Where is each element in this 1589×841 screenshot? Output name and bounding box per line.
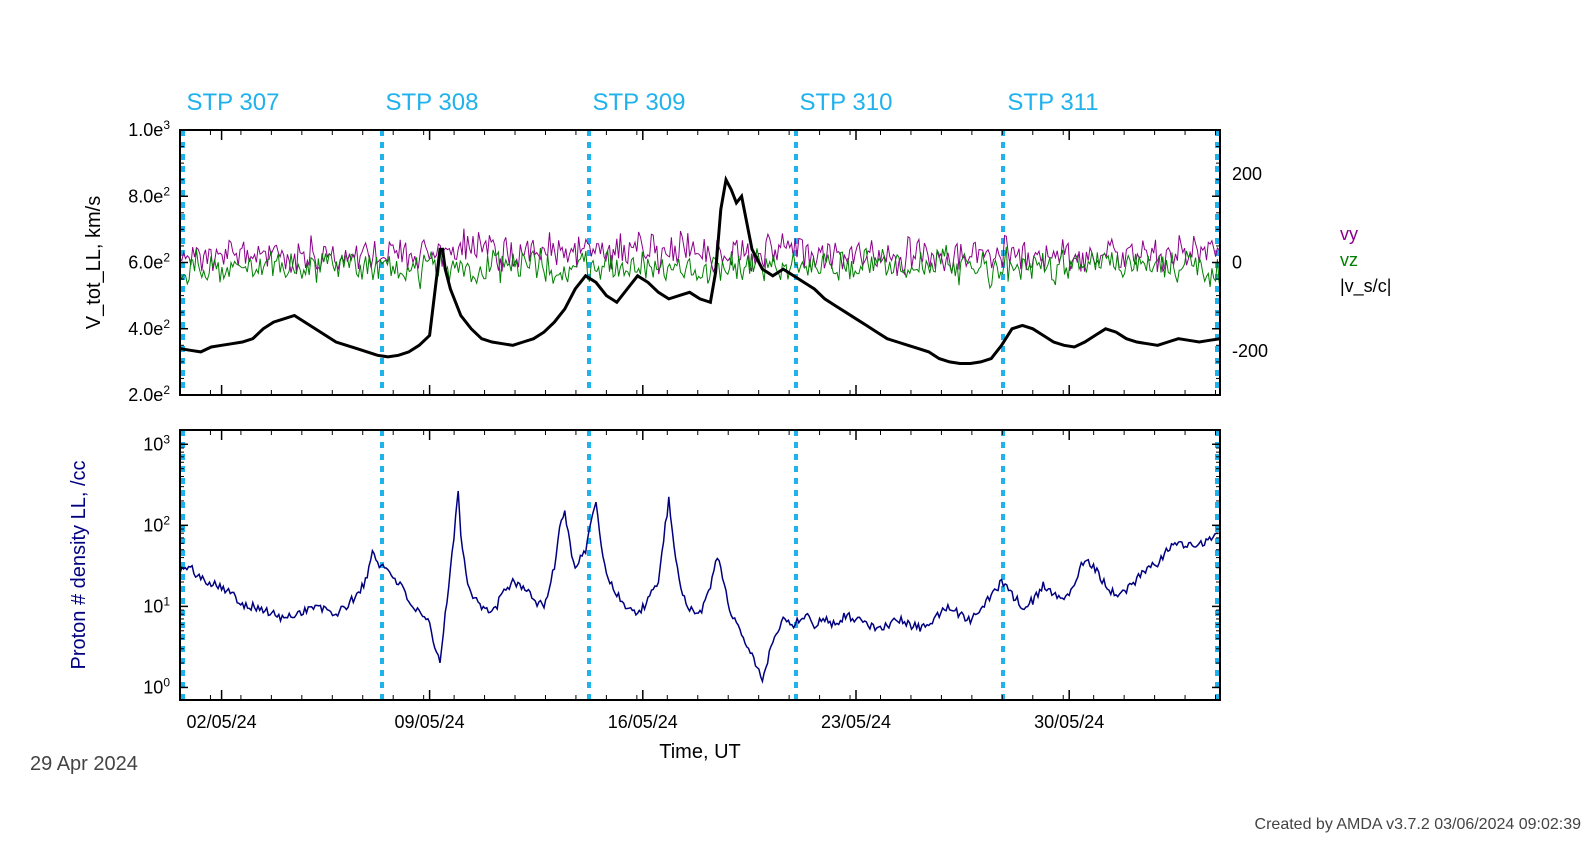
svg-text:1.0e3: 1.0e3 xyxy=(128,118,170,140)
svg-text:8.0e2: 8.0e2 xyxy=(128,184,170,206)
chart-container: STP 307 STP 308 STP 309 STP 310 STP 311 2.0e2… xyxy=(0,0,1589,841)
svg-text:100: 100 xyxy=(143,675,170,697)
stp-label: STP 310 xyxy=(800,89,893,116)
svg-text:101: 101 xyxy=(143,594,170,616)
x-tick-label: 23/05/24 xyxy=(821,712,891,732)
footer-date: 29 Apr 2024 xyxy=(30,753,138,775)
bottom-panel-frame xyxy=(180,430,1220,700)
right-tick-label: 0 xyxy=(1232,253,1242,273)
svg-text:2.0e2: 2.0e2 xyxy=(128,383,170,405)
svg-text:4.0e2: 4.0e2 xyxy=(128,317,170,339)
time-series-chart: STP 307 STP 308 STP 309 STP 310 STP 311 2.0e2… xyxy=(0,0,1589,841)
series-density xyxy=(180,491,1218,681)
stp-label: STP 308 xyxy=(386,89,479,116)
bottom-panel-series xyxy=(180,491,1218,681)
top-ylabel: V_tot_LL, km/s xyxy=(83,196,105,329)
right-tick-label: 200 xyxy=(1232,164,1262,184)
legend-item: vy xyxy=(1340,224,1358,244)
legend-item: vz xyxy=(1340,250,1358,270)
x-axis-label: Time, UT xyxy=(659,741,740,763)
right-tick-label: -200 xyxy=(1232,341,1268,361)
x-tick-label: 16/05/24 xyxy=(608,712,678,732)
x-tick-label: 02/05/24 xyxy=(187,712,257,732)
attribution-text: Created by AMDA v3.7.2 03/06/2024 09:02:… xyxy=(1255,816,1582,833)
stp-label: STP 309 xyxy=(593,89,686,116)
stp-label: STP 307 xyxy=(187,89,280,116)
bottom-ylabel: Proton # density LL, /cc xyxy=(68,460,90,669)
x-tick-label: 30/05/24 xyxy=(1034,712,1104,732)
x-tick-label: 09/05/24 xyxy=(395,712,465,732)
stp-label: STP 311 xyxy=(1007,89,1098,116)
svg-text:102: 102 xyxy=(143,513,170,535)
legend-item: |v_s/c| xyxy=(1340,276,1391,297)
top-panel-series xyxy=(180,180,1220,364)
svg-text:6.0e2: 6.0e2 xyxy=(128,251,170,273)
series-vz xyxy=(180,245,1219,289)
svg-text:103: 103 xyxy=(143,432,170,454)
